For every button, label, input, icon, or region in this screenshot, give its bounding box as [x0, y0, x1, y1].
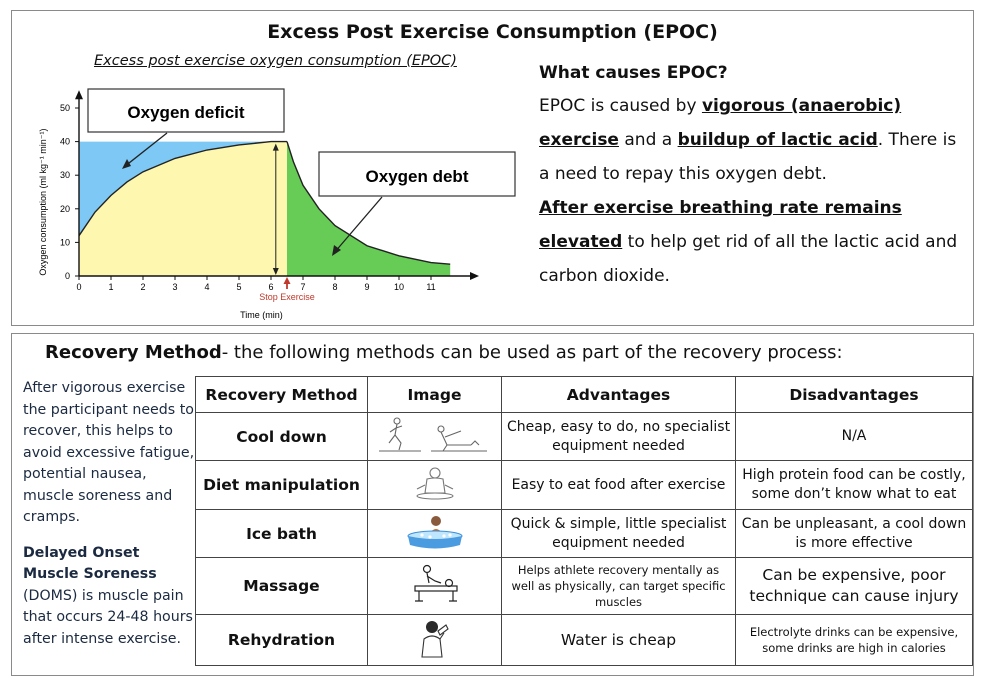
- oxygen-debt-label: Oxygen debt: [366, 167, 469, 186]
- recovery-intro: After vigorous exercise the participant …: [23, 380, 195, 525]
- person-eating-icon: [415, 467, 454, 500]
- massage-table-icon: [413, 565, 458, 602]
- y-tick-label: 0: [65, 271, 70, 281]
- y-tick-label: 30: [60, 170, 70, 180]
- recovery-heading: Recovery Method- the following methods c…: [45, 342, 843, 363]
- advantages-cell: Helps athlete recovery mentally as well …: [501, 557, 736, 616]
- stop-exercise-arrow-head: [283, 277, 291, 284]
- epoc-breathing-paragraph: After exercise breathing rate remains el…: [539, 198, 958, 286]
- image-cell: [367, 508, 502, 559]
- uptake-arrow-top: [272, 143, 279, 151]
- x-tick-label: 11: [426, 282, 435, 292]
- table-row: Diet manipulation Easy to eat food after…: [195, 460, 973, 510]
- recovery-table: Recovery Method Image Advantages Disadva…: [195, 376, 973, 666]
- image-cell: [367, 614, 502, 666]
- chart-caption: Excess post exercise oxygen consumption …: [94, 53, 457, 69]
- epoc-question: What causes EPOC?: [539, 63, 728, 83]
- method-cell: Diet manipulation: [195, 460, 368, 510]
- header-disadvantages: Disadvantages: [735, 376, 973, 413]
- x-tick-label: 8: [332, 282, 337, 292]
- epoc-explanation: What causes EPOC? EPOC is caused by vigo…: [539, 63, 969, 293]
- x-tick-label: 10: [394, 282, 404, 292]
- x-tick-label: 6: [268, 282, 273, 292]
- method-cell: Rehydration: [195, 614, 368, 666]
- advantages-cell: Cheap, easy to do, no specialist equipme…: [501, 411, 736, 462]
- y-axis-arrow: [75, 90, 83, 100]
- table-row: Ice bath Quick & simple, little speciali…: [195, 508, 973, 559]
- x-tick-label: 2: [140, 282, 145, 292]
- oxygen-deficit-box: [87, 88, 285, 133]
- deficit-pointer: [123, 132, 168, 168]
- x-axis-label: Time (min): [240, 310, 283, 320]
- epoc-panel: Excess Post Exercise Consumption (EPOC) …: [11, 10, 974, 326]
- disadvantages-cell: Can be unpleasant, a cool down is more e…: [735, 508, 973, 559]
- disadvantages-cell: Can be expensive, poor technique can cau…: [735, 557, 973, 616]
- oxygen-debt-box: [318, 151, 516, 197]
- oxygen-deficit-area: [79, 141, 287, 236]
- epoc-chart: 0 1 2 3 4 5 6 7 8 9 10 11 0 10 20 30 40 50 Oxygen deficit…: [38, 88, 516, 320]
- page-title: Excess Post Exercise Consumption (EPOC): [267, 21, 718, 43]
- advantages-cell: Water is cheap: [501, 614, 736, 666]
- oxygen-uptake-area: [79, 141, 287, 276]
- x-tick-label: 1: [108, 282, 113, 292]
- epoc-cause-paragraph: EPOC is caused by vigorous (anaerobic) e…: [539, 96, 957, 184]
- table-row: Rehydration Water is cheap Electrolyte d…: [195, 614, 973, 666]
- debt-pointer: [333, 196, 383, 254]
- recovery-curve: [286, 141, 451, 265]
- disadvantages-cell: Electrolyte drinks can be expensive, som…: [735, 614, 973, 666]
- disadvantages-cell: High protein food can be costly, some do…: [735, 460, 973, 510]
- uptake-curve: [78, 140, 287, 237]
- x-tick-label: 0: [76, 282, 81, 292]
- y-tick-label: 50: [60, 103, 70, 113]
- y-tick-label: 40: [60, 137, 70, 147]
- recovery-panel: Recovery Method- the following methods c…: [11, 333, 974, 676]
- table-row: Massage Helps athlete recovery mentally …: [195, 557, 973, 616]
- method-cell: Massage: [195, 557, 368, 616]
- ice-bath-icon: [407, 515, 462, 549]
- oxygen-debt-area: [287, 141, 451, 276]
- x-tick-label: 7: [300, 282, 305, 292]
- table-row: Cool down Cheap, easy to do, no spec: [195, 411, 973, 462]
- person-drinking-icon: [420, 621, 449, 658]
- y-axis-label: Oxygen consumption (ml kg⁻¹ min⁻¹): [38, 129, 48, 276]
- disadvantages-cell: N/A: [735, 411, 973, 462]
- header-method: Recovery Method: [195, 376, 368, 413]
- debt-pointer-head: [332, 245, 341, 256]
- oxygen-deficit-label: Oxygen deficit: [127, 103, 244, 122]
- runner-stretch-icon: [378, 417, 487, 452]
- header-advantages: Advantages: [501, 376, 736, 413]
- image-cell: [367, 411, 502, 462]
- advantages-cell: Easy to eat food after exercise: [501, 460, 736, 510]
- recovery-sidebar: After vigorous exercise the participant …: [23, 378, 195, 650]
- advantages-cell: Quick & simple, little specialist equipm…: [501, 508, 736, 559]
- table-header-row: Recovery Method Image Advantages Disadva…: [195, 376, 973, 413]
- y-tick-label: 10: [60, 237, 70, 247]
- x-axis-arrow: [470, 272, 479, 280]
- x-tick-label: 3: [172, 282, 177, 292]
- image-cell: [367, 460, 502, 510]
- stop-exercise-label: Stop Exercise: [259, 292, 315, 302]
- deficit-pointer-head: [122, 159, 131, 169]
- header-image: Image: [367, 376, 502, 413]
- image-cell: [367, 557, 502, 616]
- method-cell: Cool down: [195, 411, 368, 462]
- x-tick-label: 9: [364, 282, 369, 292]
- x-tick-label: 5: [236, 282, 241, 292]
- y-tick-label: 20: [60, 204, 70, 214]
- doms-definition: Delayed Onset Muscle Soreness (DOMS) is …: [23, 544, 193, 647]
- uptake-arrow-bottom: [272, 268, 279, 275]
- x-tick-label: 4: [204, 282, 209, 292]
- method-cell: Ice bath: [195, 508, 368, 559]
